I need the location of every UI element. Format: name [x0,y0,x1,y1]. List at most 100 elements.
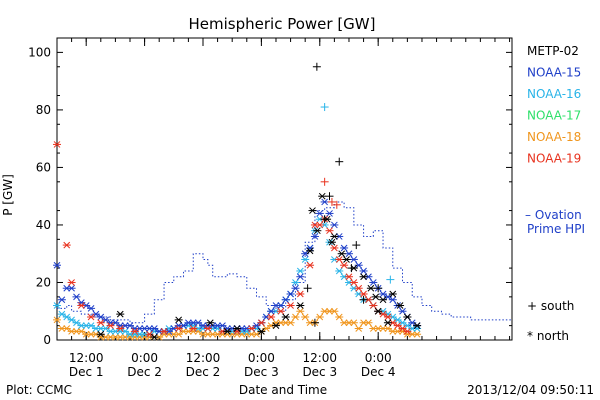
south-marker [303,284,312,293]
marker-stroke [165,330,173,338]
north-marker [349,256,358,263]
marker-stroke [58,310,66,318]
marker-stroke [253,325,260,332]
south-marker [332,200,341,209]
north-marker [301,313,310,321]
north-marker [323,215,332,223]
marker-stroke [277,307,285,315]
marker-stroke [404,313,411,321]
marker-stroke [175,322,183,329]
marker-stroke [365,319,372,327]
marker-stroke [87,305,95,312]
legend-entry: NOAA-15 [527,66,581,80]
marker-stroke [238,328,246,335]
marker-stroke [68,328,75,335]
marker-stroke [262,325,270,332]
marker-stroke [126,322,134,329]
marker-stroke [189,325,197,332]
marker-stroke [63,325,71,332]
marker-stroke [404,328,411,335]
marker-stroke [277,302,285,309]
marker-stroke [296,290,304,298]
marker-stroke [82,322,90,329]
marker-stroke [160,328,168,335]
north-marker [252,330,261,338]
marker-stroke [301,313,309,321]
marker-stroke [287,302,294,309]
marker-stroke [355,325,363,332]
marker-stroke [379,290,387,298]
north-marker [342,256,351,263]
marker-stroke [77,299,85,306]
north-marker [403,313,412,321]
marker-stroke [296,267,304,275]
marker-stroke [306,261,314,269]
marker-stroke [253,322,260,329]
marker-stroke [209,330,217,338]
marker-stroke [340,319,348,327]
marker-stroke [316,313,324,321]
north-marker [218,322,227,329]
north-marker [57,296,66,304]
north-marker [349,264,358,272]
marker-stroke [384,313,392,321]
x-tick-label-date: Dec 4 [361,365,396,379]
north-marker [315,313,324,321]
y-tick-label: 60 [36,160,51,174]
marker-stroke [367,284,375,292]
marker-stroke [102,316,110,324]
marker-stroke [262,313,270,321]
north-marker [62,313,71,321]
north-marker [340,244,349,252]
marker-stroke [350,284,358,292]
marker-stroke [136,330,144,338]
x-tick-label-date: Dec 2 [186,365,221,379]
north-marker [354,325,363,332]
marker-stroke [253,330,260,338]
north-marker [96,319,105,327]
marker-stroke [102,333,110,341]
marker-stroke [199,322,207,329]
marker-stroke [214,330,221,338]
north-marker [53,316,61,324]
marker-stroke [384,293,392,301]
marker-stroke [204,330,212,338]
marker-stroke [68,284,75,292]
marker-stroke [63,313,71,321]
north-marker [67,279,76,286]
marker-stroke [121,322,129,329]
marker-stroke [73,328,80,335]
marker-stroke [360,267,367,275]
x-tick-label-date: Dec 2 [127,365,162,379]
marker-stroke [335,313,343,321]
marker-stroke [53,316,61,324]
marker-stroke [136,325,144,332]
marker-stroke [311,221,319,229]
north-marker [383,313,392,321]
north-marker [330,244,339,252]
marker-stroke [189,328,197,335]
south-marker [320,177,329,186]
marker-stroke [170,330,178,338]
marker-stroke [214,325,221,332]
marker-stroke [326,227,333,235]
north-marker [393,316,402,324]
marker-stroke [369,302,377,309]
marker-stroke [413,330,421,338]
north-marker [116,325,125,332]
marker-stroke [267,313,275,321]
north-marker [379,290,388,298]
north-marker [267,307,276,315]
marker-stroke [296,302,304,309]
marker-stroke [238,330,246,338]
marker-stroke [384,310,392,318]
marker-stroke [121,333,129,341]
marker-stroke [150,333,158,341]
south-marker [320,103,329,112]
marker-stroke [180,328,187,335]
marker-stroke [338,250,346,258]
north-marker [62,241,71,249]
north-marker [296,267,305,275]
marker-stroke [170,325,178,332]
marker-stroke [141,333,148,341]
